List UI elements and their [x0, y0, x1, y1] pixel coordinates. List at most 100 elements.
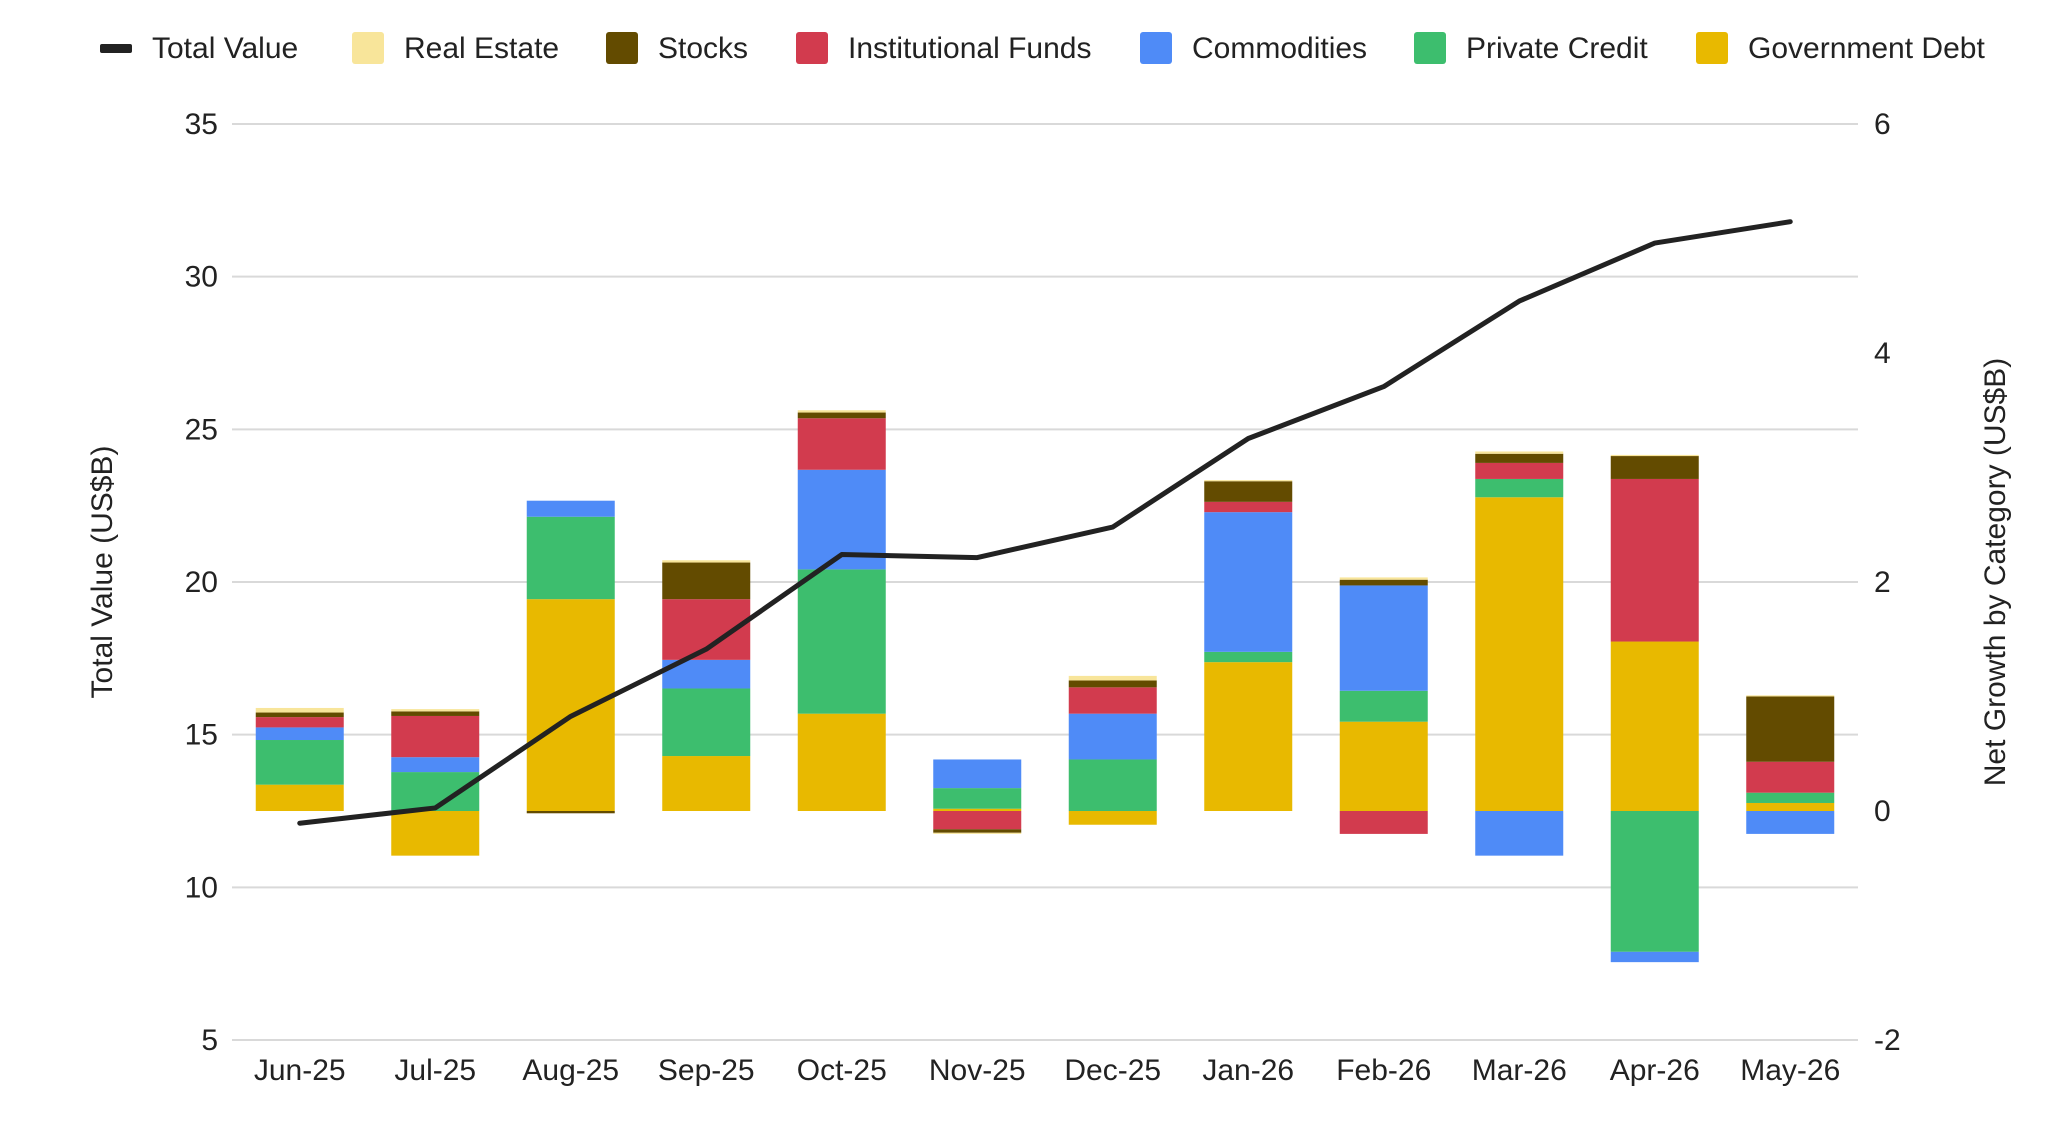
grid-layer: [232, 123, 1858, 1041]
left-axis-tick-label: 15: [185, 719, 218, 752]
bar-segment-private-credit: [391, 772, 480, 811]
legend-item-commodities: Commodities: [1140, 32, 1367, 65]
left-axis-tick-label: 35: [185, 108, 218, 141]
legend-item-stocks: Stocks: [606, 32, 748, 65]
bar-segment-government-debt: [933, 808, 1022, 811]
bar-segment-government-debt: [662, 756, 751, 811]
total-value-point: [841, 554, 843, 556]
left-axis-tick-label: 5: [201, 1024, 218, 1057]
bar-segment-commodities: [255, 727, 344, 741]
legend-swatch: [606, 32, 638, 64]
bar-segment-stocks: [255, 712, 344, 718]
right-axis-title: Net Growth by Category (US$B): [1979, 358, 2012, 786]
total-value-point: [976, 557, 978, 559]
legend-swatch-line: [100, 44, 132, 53]
bar-segment-institutional-funds: [391, 715, 480, 758]
bar-segment-stocks: [1204, 481, 1293, 502]
total-value-point: [1654, 242, 1656, 244]
bar-segment-stocks: [1339, 579, 1428, 586]
bar-segment-private-credit: [933, 788, 1022, 809]
bar-segment-stocks: [391, 711, 480, 716]
bar-segment-private-credit: [1068, 759, 1157, 811]
x-axis-tick-label: Nov-25: [929, 1054, 1026, 1087]
bar-segment-stocks: [662, 562, 751, 600]
bar-segment-stocks: [1746, 696, 1835, 762]
x-axis-tick-label: Jan-26: [1202, 1054, 1294, 1087]
bar-segment-private-credit: [1339, 690, 1428, 722]
bar-segment-government-debt: [1204, 662, 1293, 811]
bar-segment-real-estate: [1068, 675, 1157, 681]
legend-label: Government Debt: [1748, 32, 1985, 65]
bar-segment-stocks: [1610, 456, 1699, 479]
bar-segment-private-credit: [1475, 478, 1564, 498]
legend-label: Total Value: [152, 32, 298, 65]
total-value-point: [705, 648, 707, 650]
bar-segment-government-debt: [1068, 811, 1157, 825]
legend-item-total-value: Total Value: [100, 32, 298, 65]
bar-segment-stocks: [1475, 453, 1564, 463]
bar-segment-government-debt: [391, 811, 480, 856]
legend-item-government-debt: Government Debt: [1696, 32, 1985, 65]
legend-item-real-estate: Real Estate: [352, 32, 559, 65]
x-axis-tick-label: Feb-26: [1336, 1054, 1431, 1087]
bars-layer: [255, 410, 1835, 963]
left-axis-tick-label: 10: [185, 871, 218, 904]
bar-segment-real-estate: [933, 832, 1022, 834]
legend-swatch: [1140, 32, 1172, 64]
bar-segment-real-estate: [662, 560, 751, 563]
legend-label: Real Estate: [404, 32, 559, 65]
bar-segment-institutional-funds: [1610, 478, 1699, 642]
x-axis-tick-label: Mar-26: [1472, 1054, 1567, 1087]
left-axis-title: Total Value (US$B): [86, 446, 119, 699]
bar-segment-government-debt: [526, 599, 615, 811]
bar-segment-commodities: [1068, 713, 1157, 760]
bar-segment-private-credit: [255, 740, 344, 785]
total-value-point: [570, 715, 572, 717]
total-value-point: [434, 807, 436, 809]
bar-segment-commodities: [1746, 811, 1835, 834]
x-axis-tick-label: Aug-25: [522, 1054, 619, 1087]
legend-swatch: [352, 32, 384, 64]
x-axis-tick-label: Oct-25: [797, 1054, 887, 1087]
right-axis-tick-label: 2: [1874, 566, 1891, 599]
legend-swatch: [796, 32, 828, 64]
bar-segment-real-estate: [1204, 480, 1293, 482]
legend: Total Value Real Estate Stocks Institutiona…: [100, 32, 1985, 65]
right-axis-tick-label: 0: [1874, 795, 1891, 828]
right-axis-tick-label: -2: [1874, 1024, 1901, 1057]
bar-segment-private-credit: [526, 516, 615, 600]
bar-segment-institutional-funds: [933, 811, 1022, 830]
bar-segment-government-debt: [1746, 802, 1835, 811]
legend-label: Stocks: [658, 32, 748, 65]
line-layer: [297, 219, 1793, 826]
bar-segment-institutional-funds: [1475, 462, 1564, 479]
total-value-point: [1789, 221, 1791, 223]
x-axis-tick-label: Jun-25: [254, 1054, 346, 1087]
total-value-point: [299, 822, 301, 824]
left-axis-tick-label: 20: [185, 566, 218, 599]
total-value-point: [1518, 300, 1520, 302]
bar-segment-commodities: [933, 759, 1022, 789]
legend-label: Commodities: [1192, 32, 1367, 65]
bar-segment-private-credit: [797, 569, 886, 714]
legend-label: Private Credit: [1466, 32, 1648, 65]
bar-segment-institutional-funds: [1068, 687, 1157, 714]
bar-segment-institutional-funds: [1339, 811, 1428, 834]
legend-label: Institutional Funds: [848, 32, 1091, 65]
left-axis-tick-label: 25: [185, 413, 218, 446]
bar-segment-institutional-funds: [255, 717, 344, 728]
bar-segment-stocks: [526, 811, 615, 814]
bar-segment-institutional-funds: [1746, 761, 1835, 793]
bar-segment-commodities: [1610, 951, 1699, 963]
bar-segment-real-estate: [797, 410, 886, 413]
right-axis-tick-label: 4: [1874, 337, 1891, 370]
left-axis-tick-label: 30: [185, 261, 218, 294]
bar-segment-real-estate: [391, 709, 480, 712]
x-axis-tick-label: Jul-25: [394, 1054, 476, 1087]
bar-segment-stocks: [933, 829, 1022, 833]
bar-segment-commodities: [391, 757, 480, 773]
bar-segment-commodities: [1204, 512, 1293, 652]
bar-segment-real-estate: [1610, 454, 1699, 457]
